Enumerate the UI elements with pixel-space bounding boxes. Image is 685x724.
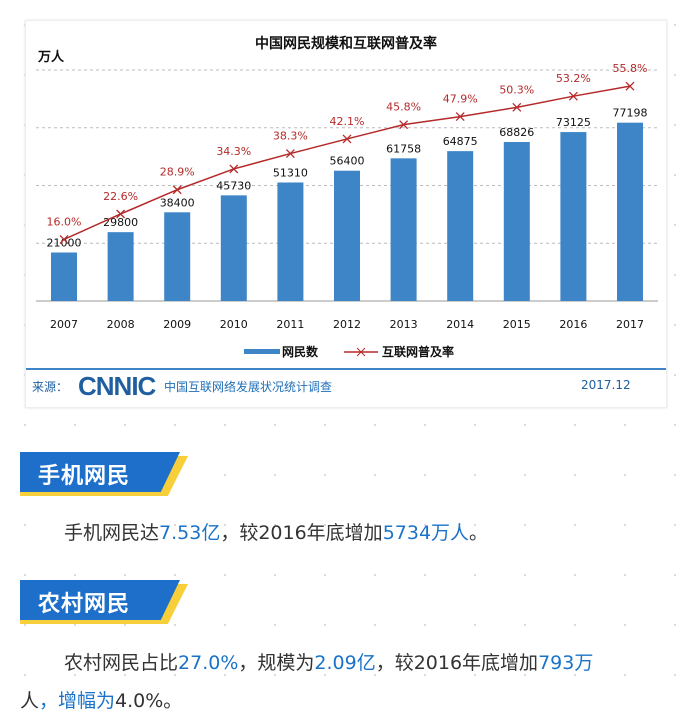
text-segment: 农村网民占比 bbox=[64, 652, 179, 674]
bar-value-label: 61758 bbox=[386, 142, 421, 155]
rate-marker bbox=[116, 209, 126, 219]
bar-value-label: 56400 bbox=[330, 155, 365, 168]
bar bbox=[277, 182, 304, 301]
rate-marker bbox=[229, 164, 239, 174]
bar-value-label: 45730 bbox=[216, 179, 251, 192]
source-label: 来源： bbox=[32, 380, 69, 394]
bar-value-label: 73125 bbox=[556, 116, 591, 129]
legend-marker-icon bbox=[356, 347, 366, 357]
bar-value-label: 51310 bbox=[273, 166, 308, 179]
x-tick-label: 2011 bbox=[276, 318, 304, 331]
bar-value-label: 38400 bbox=[160, 196, 195, 209]
text-segment: 4.0%。 bbox=[115, 690, 183, 712]
rate-marker bbox=[455, 112, 465, 122]
bar bbox=[334, 170, 360, 301]
bar-value-label: 21000 bbox=[47, 236, 82, 249]
highlight-text: 793万 bbox=[538, 652, 594, 674]
rate-value-label: 34.3% bbox=[216, 145, 251, 158]
text-segment: 手机网民达 bbox=[64, 522, 160, 544]
rate-value-label: 22.6% bbox=[103, 190, 138, 203]
highlight-text: ，增幅为 bbox=[39, 690, 116, 712]
rural-paragraph: 农村网民占比27.0%，规模为2.09亿，较2016年底增加793万人，增幅为4… bbox=[20, 644, 670, 720]
rate-marker bbox=[625, 81, 635, 91]
legend-label-rate: 互联网普及率 bbox=[382, 344, 454, 359]
x-tick-label: 2016 bbox=[559, 318, 587, 331]
bar bbox=[617, 122, 643, 301]
highlight-text: 7.53亿 bbox=[159, 522, 221, 544]
bar bbox=[51, 252, 77, 301]
legend-bar-swatch bbox=[244, 349, 280, 354]
rate-marker bbox=[172, 185, 182, 195]
rate-marker bbox=[59, 234, 69, 244]
rate-value-label: 47.9% bbox=[443, 93, 478, 106]
bar-value-label: 77198 bbox=[613, 107, 648, 120]
rate-marker bbox=[568, 91, 578, 101]
x-tick-label: 2017 bbox=[616, 318, 644, 331]
rate-value-label: 53.2% bbox=[556, 72, 591, 85]
bar bbox=[390, 158, 417, 301]
cnnic-logo: CNNIC bbox=[78, 371, 156, 401]
source-date: 2017.12 bbox=[581, 378, 631, 392]
text-segment: ，较2016年底增加 bbox=[220, 522, 383, 544]
x-tick-label: 2008 bbox=[107, 318, 135, 331]
mobile-paragraph: 手机网民达7.53亿，较2016年底增加5734万人。 bbox=[20, 514, 670, 552]
section-header-rural: 农村网民 bbox=[20, 580, 190, 624]
header-bg bbox=[20, 580, 180, 620]
bar-value-label: 29800 bbox=[103, 216, 138, 229]
survey-name: 中国互联网络发展状况统计调查 bbox=[164, 380, 333, 394]
rate-value-label: 50.3% bbox=[499, 83, 534, 96]
rate-value-label: 45.8% bbox=[386, 101, 421, 114]
rate-value-label: 16.0% bbox=[47, 215, 82, 228]
chart-title: 中国网民规模和互联网普及率 bbox=[255, 35, 437, 52]
header-bg bbox=[20, 452, 180, 492]
highlight-text: 2.09亿 bbox=[314, 652, 376, 674]
bar bbox=[560, 132, 587, 301]
bar-value-label: 64875 bbox=[443, 135, 478, 148]
text-segment: 。 bbox=[469, 522, 489, 544]
x-tick-label: 2014 bbox=[446, 318, 474, 331]
x-tick-label: 2009 bbox=[163, 318, 191, 331]
bar bbox=[447, 151, 474, 301]
x-tick-label: 2012 bbox=[333, 318, 361, 331]
section-title: 手机网民 bbox=[38, 464, 131, 489]
legend-label-users: 网民数 bbox=[282, 344, 319, 359]
chart-card: 中国网民规模和互联网普及率万人 21000 2007 29800 2008 38400 20… bbox=[25, 20, 667, 408]
section-header-mobile: 手机网民 bbox=[20, 452, 190, 496]
x-tick-label: 2007 bbox=[50, 318, 78, 331]
x-tick-label: 2015 bbox=[503, 318, 531, 331]
bar-value-label: 68826 bbox=[499, 126, 534, 139]
section-title: 农村网民 bbox=[38, 592, 131, 617]
x-tick-label: 2013 bbox=[390, 318, 418, 331]
rate-value-label: 42.1% bbox=[330, 115, 365, 128]
rate-marker bbox=[512, 102, 522, 112]
rate-value-label: 38.3% bbox=[273, 130, 308, 143]
highlight-text: 5734万人 bbox=[382, 522, 470, 544]
x-tick-label: 2010 bbox=[220, 318, 248, 331]
source-bar: 来源： CNNIC 中国互联网络发展状况统计调查 2017.12 bbox=[26, 368, 666, 408]
rate-marker bbox=[342, 134, 352, 144]
text-segment: 人 bbox=[20, 690, 40, 712]
y-axis-label: 万人 bbox=[37, 49, 65, 65]
rate-marker bbox=[285, 149, 295, 159]
highlight-text: 27.0% bbox=[178, 652, 239, 674]
text-segment: ，规模为 bbox=[238, 652, 315, 674]
rate-value-label: 28.9% bbox=[160, 166, 195, 179]
rate-marker bbox=[399, 120, 409, 130]
bar bbox=[164, 212, 191, 301]
rate-value-label: 55.8% bbox=[613, 62, 648, 75]
bar bbox=[503, 142, 530, 301]
bar bbox=[220, 195, 247, 301]
bar bbox=[107, 232, 134, 301]
text-segment: ，较2016年底增加 bbox=[375, 652, 539, 674]
